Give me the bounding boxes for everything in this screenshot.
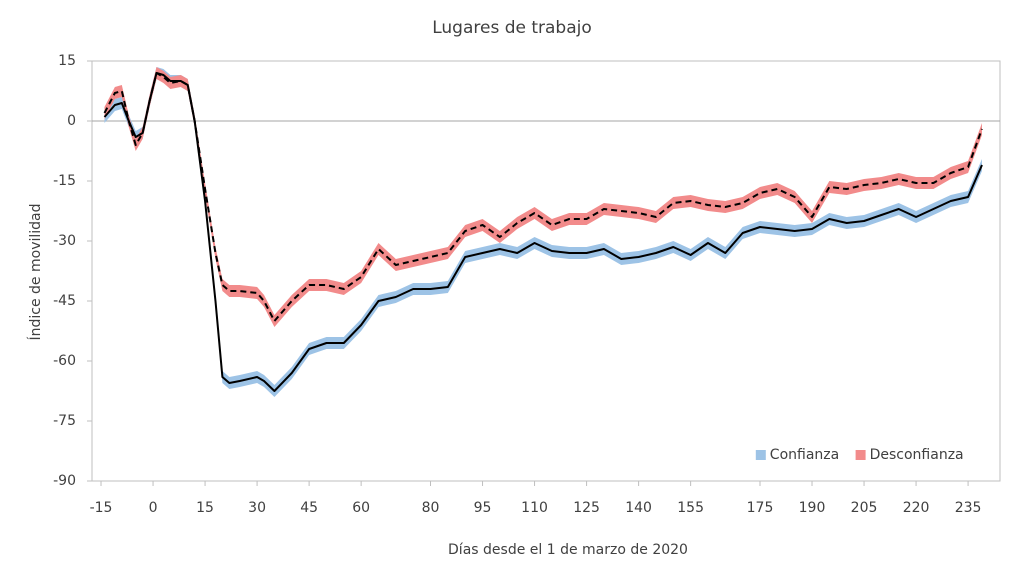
confidence-band (104, 67, 982, 327)
y-tick-label: 15 (58, 53, 76, 69)
legend: Confianza Desconfianza (755, 447, 964, 463)
y-tick-label: -45 (53, 293, 76, 309)
y-tick-label: -60 (53, 353, 76, 369)
x-tick-label: -15 (90, 500, 113, 516)
x-tick-label: 175 (747, 500, 774, 516)
x-tick-label: 220 (903, 500, 930, 516)
x-tick-label: 190 (799, 500, 826, 516)
y-tick-label: -30 (53, 233, 76, 249)
x-tick-label: 155 (677, 500, 704, 516)
legend-label: Confianza (770, 447, 839, 463)
y-axis-label: Índice de movilidad (27, 204, 44, 341)
x-axis-label: Días desde el 1 de marzo de 2020 (448, 542, 688, 558)
y-tick-label: -75 (53, 413, 76, 429)
x-tick-label: 30 (248, 500, 266, 516)
x-tick-label: 235 (955, 500, 982, 516)
x-tick-label: 205 (851, 500, 878, 516)
y-tick-label: -90 (53, 473, 76, 489)
plot-area (91, 60, 1001, 482)
y-tick-label: -15 (53, 173, 76, 189)
legend-swatch (755, 450, 766, 460)
x-tick-label: 60 (352, 500, 370, 516)
x-tick-label: 45 (300, 500, 318, 516)
legend-swatch (855, 450, 866, 460)
x-tick-label: 140 (625, 500, 652, 516)
x-tick-label: 80 (422, 500, 440, 516)
x-tick-label: 95 (474, 500, 492, 516)
x-tick-label: 125 (573, 500, 600, 516)
x-tick-label: 0 (149, 500, 158, 516)
x-tick-label: 15 (196, 500, 214, 516)
x-tick-label: 110 (521, 500, 548, 516)
legend-label: Desconfianza (870, 447, 964, 463)
y-tick-label: 0 (67, 113, 76, 129)
chart-title: Lugares de trabajo (432, 18, 592, 38)
series-line (103, 72, 983, 322)
confidence-band (104, 67, 982, 397)
